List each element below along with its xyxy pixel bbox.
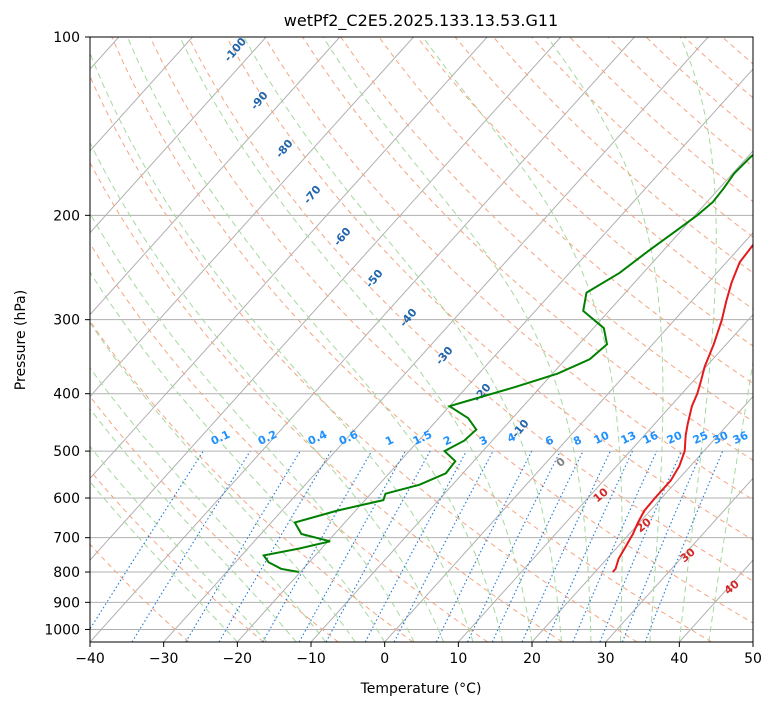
mixing-ratio-label: 10 — [592, 429, 612, 447]
dry-adiabat-line — [149, 37, 753, 624]
x-tick-label: 10 — [449, 651, 467, 667]
dry-adiabat-line — [187, 37, 753, 582]
y-tick-label: 800 — [53, 565, 80, 581]
y-tick-label: 100 — [53, 30, 80, 46]
mixing-ratio-line — [325, 450, 431, 642]
moist-adiabat-line — [179, 37, 533, 642]
dry-adiabat-line — [90, 242, 488, 642]
plot-frame — [89, 36, 754, 643]
mixing-ratio-line — [364, 450, 467, 642]
mixing-ratio-label: 36 — [731, 429, 751, 447]
x-tick-label: −40 — [75, 651, 105, 667]
dry-adiabat-line — [416, 37, 753, 347]
isotherm-line — [90, 37, 488, 480]
mixing-ratio-label: 20 — [665, 429, 685, 447]
moist-adiabat-line — [126, 37, 503, 642]
mixing-ratio-line — [298, 450, 406, 642]
moist-adiabat-line — [90, 322, 356, 642]
isotherm-line — [90, 37, 267, 234]
moist-adiabat-line — [90, 141, 445, 642]
mixing-ratio-line — [572, 450, 658, 642]
dry-adiabat-line — [225, 37, 753, 541]
mixing-ratio-label: 25 — [691, 429, 710, 447]
mixing-ratio-line — [435, 450, 533, 642]
y-axis: 1000 900 800 700 600 500 400 300 200 100 — [44, 30, 90, 638]
mixing-ratio-line — [621, 450, 703, 642]
y-tick-label: 1000 — [44, 622, 80, 638]
dry-adiabat-line — [264, 37, 753, 501]
profile-series — [261, 153, 753, 573]
moist-adiabat-line — [90, 407, 297, 642]
dry-adiabat-line — [302, 37, 753, 461]
y-tick-label: 600 — [53, 491, 80, 507]
moist-adiabat-line — [322, 37, 592, 642]
mixing-ratio-lines — [90, 450, 724, 642]
mixing-ratio-line — [131, 450, 251, 642]
mixing-ratio-line — [599, 450, 682, 642]
isotherm-line — [90, 37, 635, 642]
y-tick-label: 900 — [53, 595, 80, 611]
x-tick-label: −10 — [296, 651, 326, 667]
moist-adiabat-line — [90, 367, 327, 642]
x-tick-label: 20 — [523, 651, 541, 667]
moist-adiabat-line — [678, 37, 717, 642]
y-tick-label: 700 — [53, 531, 80, 547]
isotherm-line — [384, 231, 753, 642]
x-axis-title: Temperature (°C) — [360, 681, 482, 697]
x-tick-label: 50 — [744, 651, 762, 667]
plot-area: -100-90-80-70-60-50-40-30-20-100.1 0.2 0.4… — [90, 37, 753, 642]
isotherm-line — [90, 37, 414, 398]
mixing-ratio-label: 16 — [641, 429, 661, 447]
chart-title: wetPf2_C2E5.2025.133.13.53.G11 — [284, 11, 558, 31]
moist-adiabat-line — [90, 481, 238, 642]
mixing-ratio-line — [90, 450, 204, 630]
isotherm-line — [605, 477, 753, 642]
isotherm-line — [163, 37, 709, 642]
dry-adiabat-line — [111, 37, 712, 642]
mixing-ratio-label: 30 — [711, 429, 731, 447]
dry-adiabat-line — [90, 75, 638, 642]
x-axis: −40 −30 −20 −10 0 10 20 30 40 50 — [75, 642, 762, 667]
grid-layer — [90, 37, 753, 642]
mixing-ratio-line — [545, 450, 633, 642]
moist-adiabat-line — [90, 212, 415, 642]
isotherm-line — [90, 37, 193, 152]
isotherm-line — [90, 37, 341, 316]
mixing-ratio-label: 13 — [619, 429, 638, 447]
moist-adiabat-line — [546, 37, 664, 642]
dry-adiabat-line — [90, 161, 563, 642]
moist-adiabat-line — [90, 445, 268, 642]
moist-adiabat-line — [90, 51, 474, 642]
dewpoint-profile-line — [261, 153, 753, 573]
isotherm-line — [90, 37, 562, 561]
moist-adiabat-line — [243, 37, 562, 642]
x-tick-label: −20 — [223, 651, 253, 667]
x-tick-label: 0 — [380, 651, 389, 667]
x-tick-label: 40 — [670, 651, 688, 667]
x-tick-label: 30 — [597, 651, 615, 667]
y-axis-title: Pressure (hPa) — [13, 290, 29, 390]
temperature-profile-line — [611, 243, 753, 573]
y-tick-label: 400 — [53, 387, 80, 403]
moist-adiabat-line — [422, 37, 623, 642]
dry-adiabat-line — [90, 469, 264, 642]
y-tick-label: 200 — [53, 208, 80, 224]
y-tick-label: 500 — [53, 444, 80, 460]
y-tick-label: 300 — [53, 313, 80, 329]
isotherm-line — [531, 395, 753, 642]
mixing-ratio-line — [644, 450, 724, 642]
x-tick-label: −30 — [149, 651, 179, 667]
moist-adiabat-line — [90, 271, 386, 642]
